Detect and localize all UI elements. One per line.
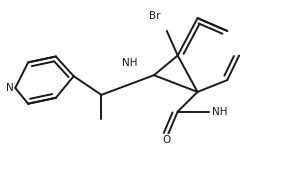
Text: O: O: [163, 135, 171, 145]
Text: N: N: [6, 83, 13, 93]
Text: NH: NH: [212, 107, 228, 117]
Text: Br: Br: [149, 11, 161, 21]
Text: NH: NH: [122, 58, 138, 68]
